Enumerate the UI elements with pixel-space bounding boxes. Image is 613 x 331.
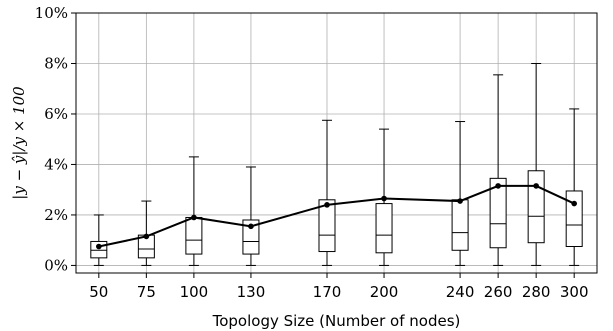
mean-point: [495, 183, 501, 189]
mean-series: [96, 183, 577, 250]
mean-point: [381, 195, 387, 202]
x-tick-label: 200: [370, 283, 399, 301]
iqr-box: [451, 199, 469, 251]
boxes: [90, 62, 583, 266]
x-tick-label: 280: [522, 283, 551, 301]
iqr-box: [565, 190, 583, 247]
plot-frame: [75, 12, 598, 274]
box-50: [90, 214, 108, 266]
iqr-box: [242, 219, 260, 255]
box-130: [242, 166, 260, 266]
y-tick-label: 4%: [44, 155, 68, 173]
box-300: [565, 108, 583, 266]
iqr-box: [318, 199, 336, 253]
x-tick-label: 170: [313, 283, 342, 301]
box-200: [375, 128, 393, 266]
mean-point: [533, 183, 539, 189]
box-170: [318, 119, 336, 266]
mean-point: [96, 243, 102, 250]
mean-point: [571, 200, 577, 207]
box-260: [489, 74, 507, 266]
mean-point: [191, 214, 197, 221]
x-tick-label: 75: [137, 283, 156, 301]
x-tick-label: 240: [446, 283, 475, 301]
mean-point: [143, 233, 150, 240]
ticks: 0% 2% 4% 6% 8% 10% 50 75 100 130 170 200 240 260 280 30…: [35, 4, 589, 301]
x-tick-label: 300: [560, 283, 589, 301]
mean-line: [98, 184, 575, 248]
x-tick-label: 50: [89, 283, 108, 301]
y-tick-label: 10%: [35, 4, 68, 22]
iqr-box: [375, 203, 393, 254]
mean-point: [324, 202, 330, 208]
x-tick-label: 130: [237, 283, 266, 301]
y-axis-title: |y − ŷ|/y × 100: [10, 86, 28, 200]
x-tick-label: 100: [180, 283, 209, 301]
x-axis-title: Topology Size (Number of nodes): [212, 312, 461, 330]
y-tick-label: 0%: [44, 256, 68, 274]
iqr-box: [185, 216, 203, 255]
x-tick-label: 260: [484, 283, 513, 301]
mean-point: [248, 223, 254, 230]
box-240: [451, 121, 469, 266]
box-100: [185, 156, 203, 266]
iqr-box: [489, 177, 507, 249]
y-tick-label: 2%: [44, 206, 68, 224]
mean-point: [457, 198, 463, 204]
y-tick-label: 6%: [44, 105, 68, 123]
iqr-box: [527, 170, 545, 244]
y-tick-label: 8%: [44, 54, 68, 72]
